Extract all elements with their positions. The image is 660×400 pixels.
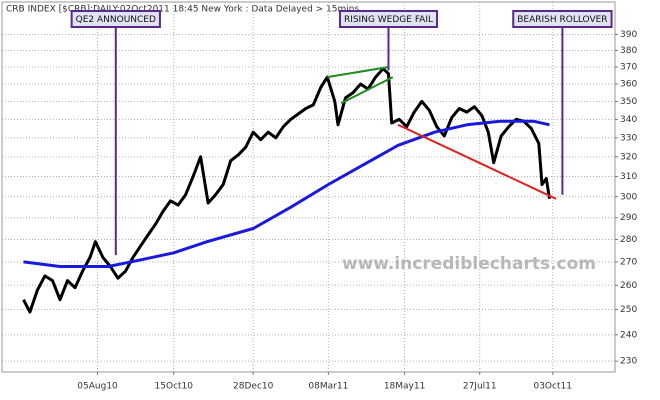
x-tick-label: 03Oct11 <box>533 382 571 392</box>
annotation-box <box>338 10 439 28</box>
y-tick-label: 280 <box>620 235 637 245</box>
y-tick-label: 310 <box>620 172 637 182</box>
y-tick-label: 360 <box>620 79 637 89</box>
x-tick-label: 18May11 <box>384 382 426 392</box>
y-tick-label: 260 <box>620 281 637 291</box>
y-tick-label: 350 <box>620 97 637 107</box>
y-tick-label: 330 <box>620 133 637 143</box>
y-tick-label: 240 <box>620 330 637 340</box>
y-tick-label: 300 <box>620 192 637 202</box>
x-tick-label: 27Jul11 <box>463 382 497 392</box>
y-tick-label: 340 <box>620 115 637 125</box>
x-tick-label: 28Dec10 <box>233 382 274 392</box>
chart-title: CRB INDEX [$CRB]:DAILY:02Oct2011 18:45 N… <box>6 5 359 15</box>
annotation-label: RISING WEDGE FAIL <box>344 15 433 25</box>
y-tick-label: 290 <box>620 213 637 223</box>
y-tick-label: 250 <box>620 305 637 315</box>
y-tick-label: 270 <box>620 257 637 267</box>
x-tick-label: 08Mar11 <box>308 382 348 392</box>
price-line <box>23 119 550 268</box>
annotation-box <box>70 10 161 28</box>
x-tick-label: 15Oct10 <box>155 382 194 392</box>
y-tick-label: 390 <box>620 30 637 40</box>
price-line <box>22 67 551 314</box>
y-tick-label: 380 <box>620 46 637 56</box>
annotation-label: QE2 ANNOUNCED <box>76 15 156 25</box>
watermark: www.incrediblecharts.com <box>342 254 596 274</box>
y-tick-label: 370 <box>620 63 637 73</box>
plot-frame <box>1 1 616 373</box>
trend-line <box>340 76 394 105</box>
annotation-label: BEARISH ROLLOVER <box>517 15 607 25</box>
y-tick-label: 230 <box>620 357 637 367</box>
annotation-box <box>512 10 613 28</box>
trend-line <box>327 66 389 79</box>
x-tick-label: 05Aug10 <box>77 382 118 392</box>
trend-line <box>397 123 557 200</box>
y-tick-label: 320 <box>620 152 637 162</box>
